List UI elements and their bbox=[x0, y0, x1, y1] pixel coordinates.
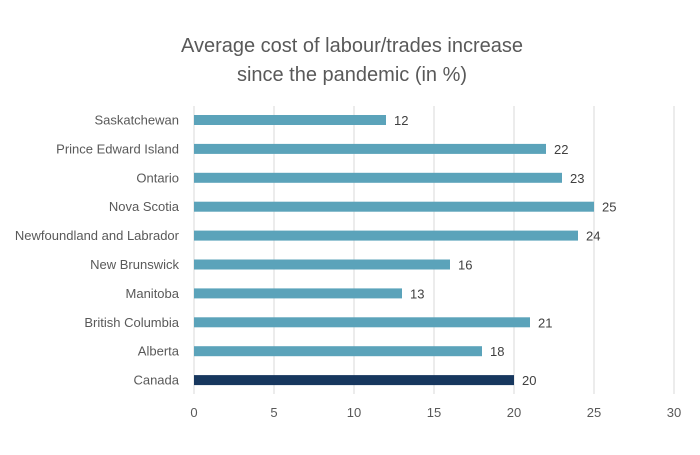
bar-manitoba bbox=[194, 288, 402, 299]
data-label: 20 bbox=[522, 373, 536, 388]
x-tick-label: 25 bbox=[587, 405, 601, 420]
data-label: 13 bbox=[410, 286, 424, 301]
x-tick-label: 0 bbox=[190, 405, 197, 420]
x-tick-label: 30 bbox=[667, 405, 681, 420]
y-category-label: Alberta bbox=[138, 344, 180, 359]
bar-canada bbox=[194, 375, 514, 386]
y-category-label: Newfoundland and Labrador bbox=[15, 228, 180, 243]
y-category-label: British Columbia bbox=[84, 315, 179, 330]
bar-nova-scotia bbox=[194, 201, 594, 212]
x-tick-label: 5 bbox=[270, 405, 277, 420]
data-label: 22 bbox=[554, 142, 568, 157]
data-label: 25 bbox=[602, 200, 616, 215]
y-category-label: Ontario bbox=[136, 170, 179, 185]
data-label: 21 bbox=[538, 315, 552, 330]
bar-british-columbia bbox=[194, 317, 530, 328]
bar-saskatchewan bbox=[194, 115, 386, 125]
data-label: 12 bbox=[394, 113, 408, 128]
bar-prince-edward-island bbox=[194, 143, 546, 154]
y-category-label: Manitoba bbox=[126, 286, 180, 301]
data-label: 16 bbox=[458, 258, 472, 273]
data-label: 24 bbox=[586, 229, 600, 244]
y-category-label: Prince Edward Island bbox=[56, 141, 179, 156]
y-category-label: Saskatchewan bbox=[94, 113, 179, 128]
bar-new-brunswick bbox=[194, 259, 450, 270]
x-tick-label: 20 bbox=[507, 405, 521, 420]
data-label: 23 bbox=[570, 171, 584, 186]
x-tick-label: 10 bbox=[347, 405, 361, 420]
y-category-label: Canada bbox=[133, 373, 179, 388]
bar-ontario bbox=[194, 172, 562, 183]
data-label: 18 bbox=[490, 344, 504, 359]
y-category-label: New Brunswick bbox=[90, 257, 179, 272]
bar-newfoundland-and-labrador bbox=[194, 230, 578, 241]
bar-alberta bbox=[194, 346, 482, 357]
chart-title-line-2: since the pandemic (in %) bbox=[237, 64, 467, 86]
x-tick-label: 15 bbox=[427, 405, 441, 420]
chart-title-line-1: Average cost of labour/trades increase bbox=[181, 35, 523, 57]
y-category-label: Nova Scotia bbox=[109, 199, 180, 214]
